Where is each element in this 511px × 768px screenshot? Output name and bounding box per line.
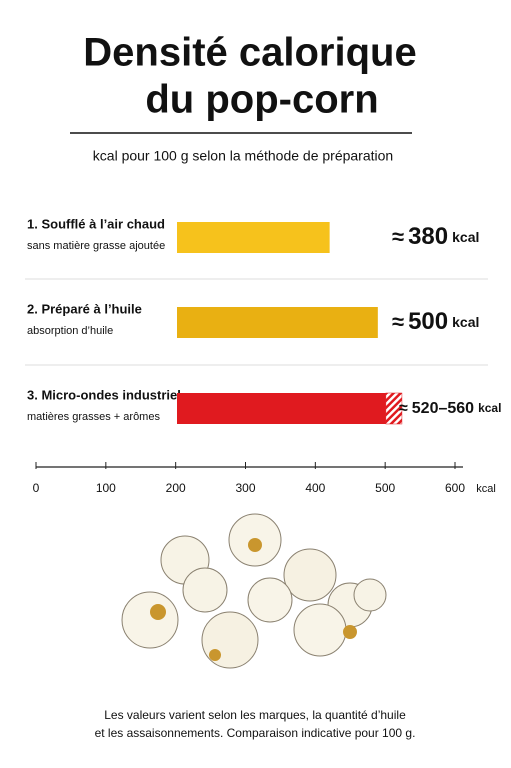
bar-range xyxy=(385,392,403,425)
approx-symbol: ≈ xyxy=(392,309,404,334)
footnote: et les assaisonnements. Comparaison indi… xyxy=(95,726,416,740)
category-label: 3. Micro-ondes industriel xyxy=(27,387,181,402)
x-tick-label: 300 xyxy=(235,481,255,495)
value-text: 380 xyxy=(408,223,448,250)
value-label: ≈500 kcal xyxy=(392,308,479,335)
value-label: ≈380 kcal xyxy=(392,223,479,250)
value-unit: kcal xyxy=(478,401,501,415)
x-axis-unit: kcal xyxy=(476,483,496,495)
footnote: Les valeurs varient selon les marques, l… xyxy=(104,708,406,722)
title-line: du pop-corn xyxy=(145,78,378,122)
approx-symbol: ≈ xyxy=(392,224,404,249)
value-label: ≈520–560 kcal xyxy=(399,400,501,417)
popcorn-illustration xyxy=(121,513,387,669)
value-text: 520–560 xyxy=(412,400,474,417)
category-description: absorption d’huile xyxy=(27,325,113,337)
subtitle: kcal pour 100 g selon la méthode de prép… xyxy=(93,148,393,164)
value-unit: kcal xyxy=(452,229,479,245)
x-tick-label: 200 xyxy=(166,481,186,495)
bar xyxy=(177,393,386,424)
value-text: 500 xyxy=(408,308,448,335)
bar xyxy=(177,222,330,253)
category-description: matières grasses + arômes xyxy=(27,411,160,423)
x-tick-label: 400 xyxy=(305,481,325,495)
x-tick-label: 500 xyxy=(375,481,395,495)
x-tick-label: 100 xyxy=(96,481,116,495)
value-unit: kcal xyxy=(452,314,479,330)
category-label: 1. Soufflé à l’air chaud xyxy=(27,216,165,231)
bar xyxy=(177,307,378,338)
title-line: Densité calorique xyxy=(83,31,416,75)
approx-symbol: ≈ xyxy=(399,400,408,417)
category-label: 2. Préparé à l’huile xyxy=(27,301,142,316)
category-description: sans matière grasse ajoutée xyxy=(27,240,165,252)
x-tick-label: 0 xyxy=(33,481,40,495)
x-tick-label: 600 xyxy=(445,481,465,495)
